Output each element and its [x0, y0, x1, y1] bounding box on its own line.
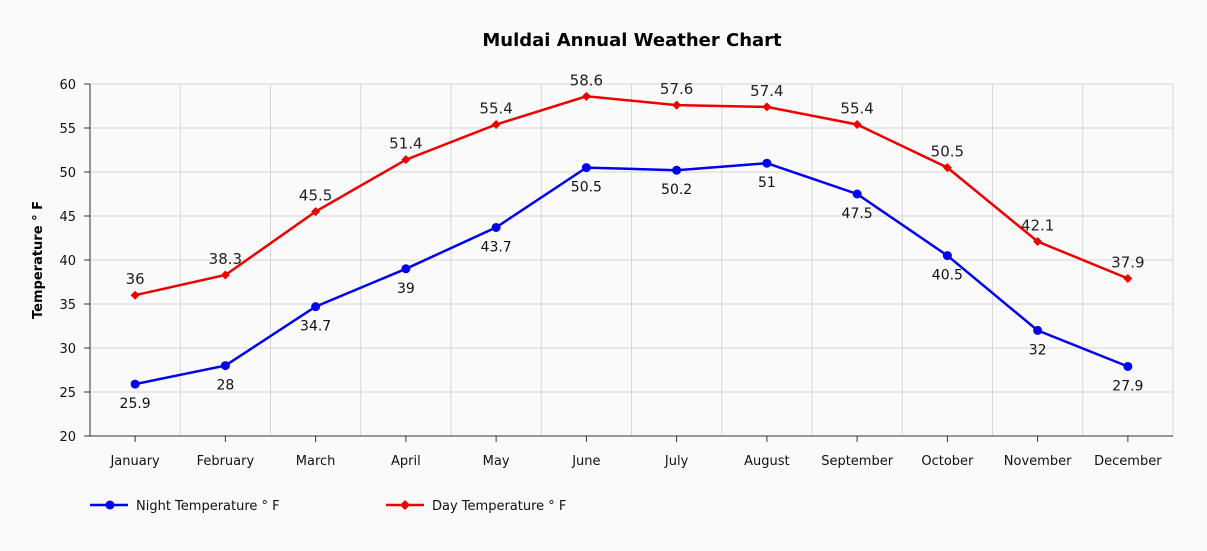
day-data-label: 57.4: [750, 82, 783, 100]
night-data-point[interactable]: [401, 264, 411, 274]
y-tick-label: 60: [59, 78, 76, 93]
night-data-point[interactable]: [1033, 325, 1043, 335]
night-data-label: 47.5: [842, 206, 873, 222]
y-tick-label: 30: [59, 342, 76, 357]
day-data-label: 57.6: [660, 80, 693, 98]
y-axis-label: Temperature ° F: [31, 201, 46, 319]
day-data-point[interactable]: [581, 91, 591, 101]
night-data-label: 50.2: [661, 182, 692, 198]
night-series-line: [134, 161, 1129, 386]
night-data-point[interactable]: [130, 379, 140, 389]
legend-day-label: Day Temperature ° F: [432, 499, 566, 514]
day-data-point[interactable]: [311, 207, 321, 217]
day-data-point[interactable]: [942, 163, 952, 173]
day-data-point[interactable]: [672, 100, 682, 110]
x-tick-label: February: [197, 454, 255, 469]
day-data-label: 36: [126, 270, 145, 288]
x-tick-label: January: [109, 454, 160, 469]
y-tick-label: 20: [59, 430, 76, 445]
series-layer: [130, 91, 1133, 389]
day-data-point[interactable]: [130, 290, 140, 300]
y-tick-label: 25: [59, 386, 76, 401]
x-tick-label: March: [296, 454, 336, 469]
night-data-label: 43.7: [481, 239, 512, 255]
night-data-label: 39: [397, 281, 415, 297]
night-data-point[interactable]: [311, 302, 321, 312]
night-data-label: 32: [1029, 342, 1047, 358]
day-data-label: 42.1: [1021, 217, 1054, 235]
legend-night-marker: [105, 500, 115, 510]
day-data-label: 58.6: [570, 71, 603, 89]
night-data-label: 34.7: [300, 319, 331, 335]
grid-layer: [90, 83, 1174, 437]
legend-day-marker: [400, 500, 410, 510]
night-data-label: 25.9: [120, 396, 151, 412]
y-tick-label: 45: [59, 210, 76, 225]
legend-night-label: Night Temperature ° F: [136, 499, 280, 514]
night-data-label: 40.5: [932, 268, 963, 284]
night-data-label: 28: [216, 378, 234, 394]
y-tick-label: 35: [59, 298, 76, 313]
day-data-point[interactable]: [852, 119, 862, 129]
axis-layer: 20 25 30 35 40 45 50 55 60 January February March Ap…: [59, 78, 1173, 469]
x-tick-label: May: [483, 454, 510, 469]
day-data-label: 55.4: [479, 99, 512, 117]
day-data-point[interactable]: [1033, 237, 1043, 247]
legend-item-night[interactable]: Night Temperature ° F: [90, 499, 280, 514]
day-data-point[interactable]: [220, 270, 230, 280]
day-data-point[interactable]: [762, 102, 772, 112]
night-data-point[interactable]: [1123, 361, 1133, 371]
night-data-point[interactable]: [762, 158, 772, 168]
day-data-point[interactable]: [491, 119, 501, 129]
day-series-line: [134, 95, 1129, 297]
data-label-layer: 25.9 28 34.7 39 43.7 50.5 50.2 51 47.5 40.5 32 27.9…: [120, 71, 1145, 412]
x-tick-label: June: [571, 454, 600, 469]
night-data-label: 27.9: [1112, 378, 1143, 394]
x-tick-label: August: [744, 454, 790, 469]
day-data-label: 51.4: [389, 135, 422, 153]
day-data-label: 55.4: [840, 99, 873, 117]
y-tick-label: 50: [59, 166, 76, 181]
y-tick-label: 55: [59, 122, 76, 137]
night-data-point[interactable]: [942, 251, 952, 261]
chart-title: Muldai Annual Weather Chart: [482, 30, 782, 51]
night-data-point[interactable]: [220, 361, 230, 371]
day-data-label: 37.9: [1111, 253, 1144, 271]
x-tick-label: April: [391, 454, 421, 469]
day-data-label: 38.3: [209, 250, 242, 268]
y-tick-label: 40: [59, 254, 76, 269]
legend: Night Temperature ° F Day Temperature ° …: [90, 499, 566, 514]
day-data-label: 45.5: [299, 187, 332, 205]
night-data-label: 50.5: [571, 180, 602, 196]
night-data-point[interactable]: [852, 189, 862, 199]
day-data-point[interactable]: [1123, 273, 1133, 283]
x-tick-label: October: [921, 454, 974, 469]
x-tick-label: November: [1004, 454, 1072, 469]
night-data-point[interactable]: [672, 165, 682, 175]
day-data-label: 50.5: [931, 143, 964, 161]
night-data-point[interactable]: [581, 163, 591, 173]
x-tick-label: December: [1094, 454, 1162, 469]
legend-item-day[interactable]: Day Temperature ° F: [386, 499, 566, 514]
night-data-point[interactable]: [491, 222, 501, 232]
night-data-label: 51: [758, 175, 776, 191]
day-data-point[interactable]: [401, 155, 411, 165]
x-tick-label: July: [664, 454, 689, 469]
x-tick-label: September: [821, 454, 894, 469]
